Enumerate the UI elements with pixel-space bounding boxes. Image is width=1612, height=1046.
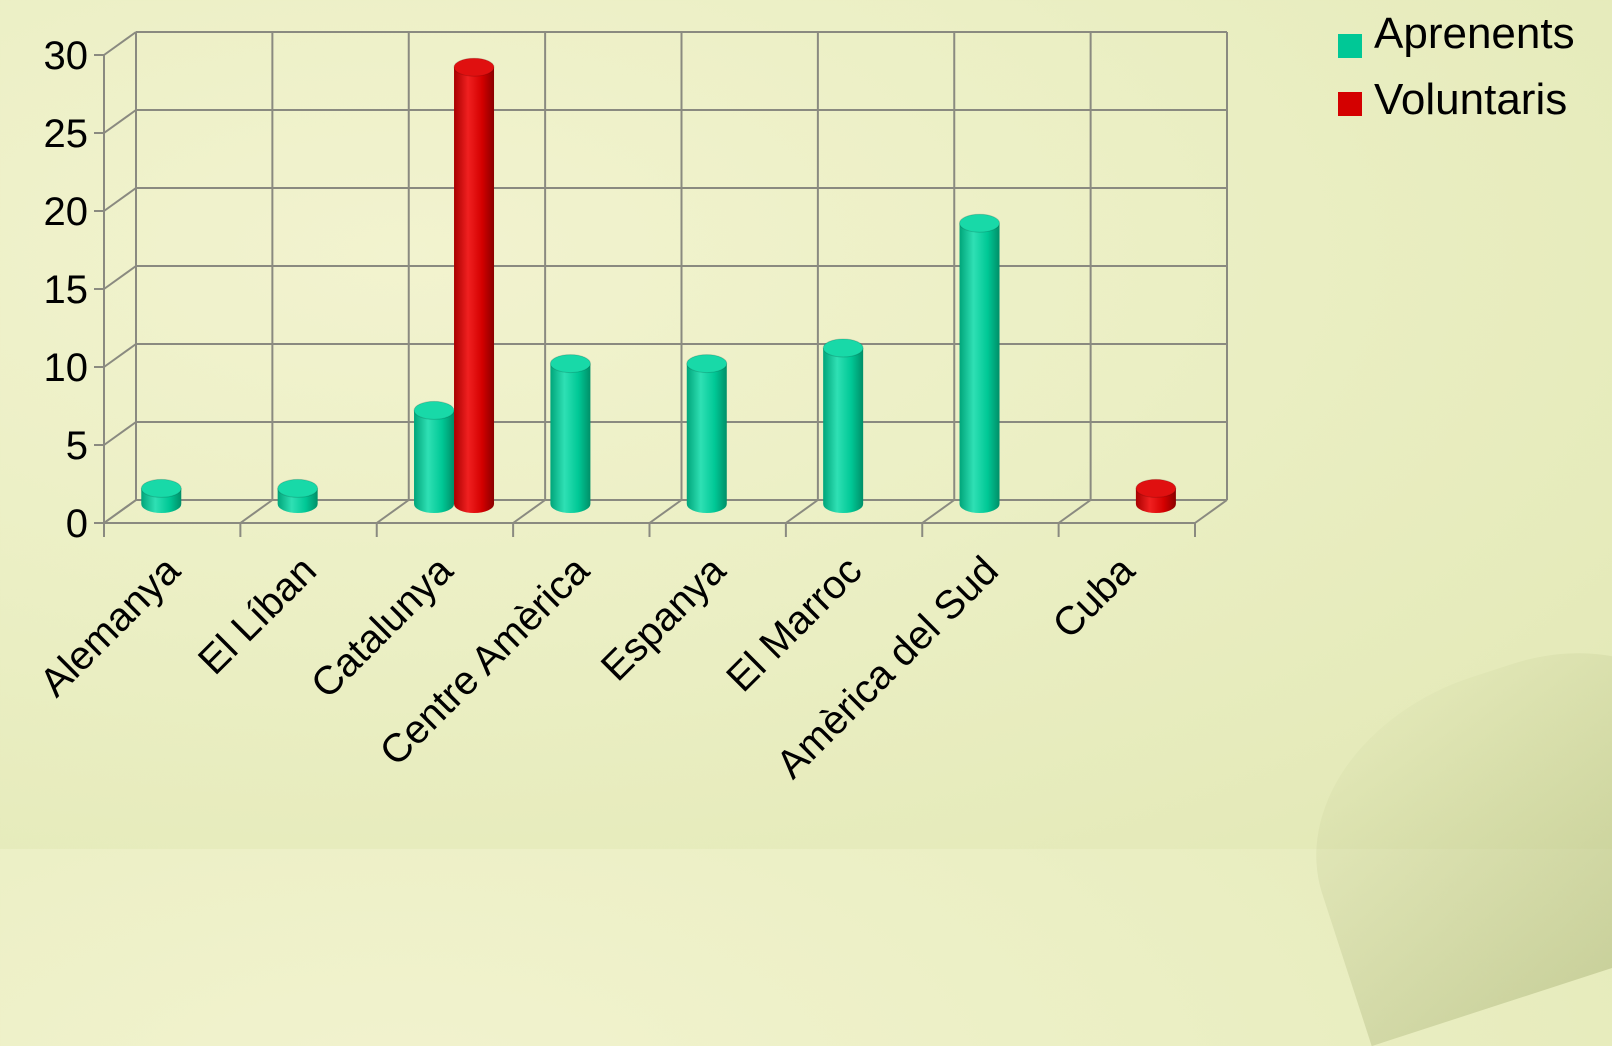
bar-top [140, 478, 182, 498]
x-category-label: Espanya [593, 548, 735, 690]
bar-body [414, 410, 455, 513]
bar-aprenents-0 [140, 478, 182, 513]
bar-aprenents-4 [686, 354, 728, 513]
y-tick-label: 20 [44, 190, 89, 234]
floor-line [648, 499, 683, 524]
floor-line [512, 499, 546, 524]
legend-label-voluntaris: Voluntaris [1374, 75, 1567, 124]
y-tick-label: 25 [44, 112, 89, 156]
floor-line [1058, 499, 1092, 524]
bar-top [959, 213, 1001, 233]
bar-top [413, 400, 455, 420]
legend: Aprenents Voluntaris [1338, 9, 1575, 124]
floor-line [921, 499, 955, 524]
bar-voluntaris-2 [453, 57, 495, 513]
gridlines [103, 31, 1228, 524]
gridline-side [103, 343, 137, 368]
y-tick-label: 30 [44, 34, 89, 78]
x-category-label: Alemanya [32, 548, 189, 705]
bar-aprenents-2 [413, 400, 455, 513]
bar-aprenents-1 [277, 478, 319, 513]
floor-line [239, 499, 273, 524]
x-category-label: Cuba [1044, 548, 1143, 647]
gridline-side [103, 109, 137, 134]
axes [94, 54, 1227, 537]
bar-top [822, 338, 864, 358]
y-tick-label: 15 [44, 268, 89, 312]
floor-line [785, 499, 819, 524]
bar-aprenents-3 [549, 354, 591, 513]
floor-line [376, 499, 410, 524]
x-category-label: El Líban [190, 548, 325, 683]
gridline-side [103, 265, 137, 290]
bars [140, 57, 1177, 513]
bar-body [454, 67, 495, 513]
bar-body [686, 363, 727, 513]
floor-line [1194, 499, 1228, 524]
bar-body [959, 223, 1000, 513]
floor-line [103, 499, 137, 524]
legend-swatch-aprenents [1338, 34, 1362, 58]
gridline-side [103, 187, 137, 212]
bar-top [453, 57, 495, 77]
gridline-side [103, 31, 137, 56]
bar-aprenents-5 [822, 338, 864, 513]
gridline-side [103, 421, 137, 446]
bar-body [550, 363, 591, 513]
bar-aprenents-6 [959, 213, 1001, 513]
bar-voluntaris-7 [1135, 478, 1177, 513]
legend-swatch-voluntaris [1338, 92, 1362, 116]
bar-body [823, 348, 864, 513]
bar-top [686, 354, 728, 374]
bar-top [549, 354, 591, 374]
bar-top [1135, 478, 1177, 498]
y-tick-label: 10 [44, 346, 89, 390]
legend-label-aprenents: Aprenents [1374, 9, 1575, 58]
y-tick-label: 5 [66, 424, 88, 468]
y-tick-label: 0 [66, 502, 88, 546]
bar-top [277, 478, 319, 498]
